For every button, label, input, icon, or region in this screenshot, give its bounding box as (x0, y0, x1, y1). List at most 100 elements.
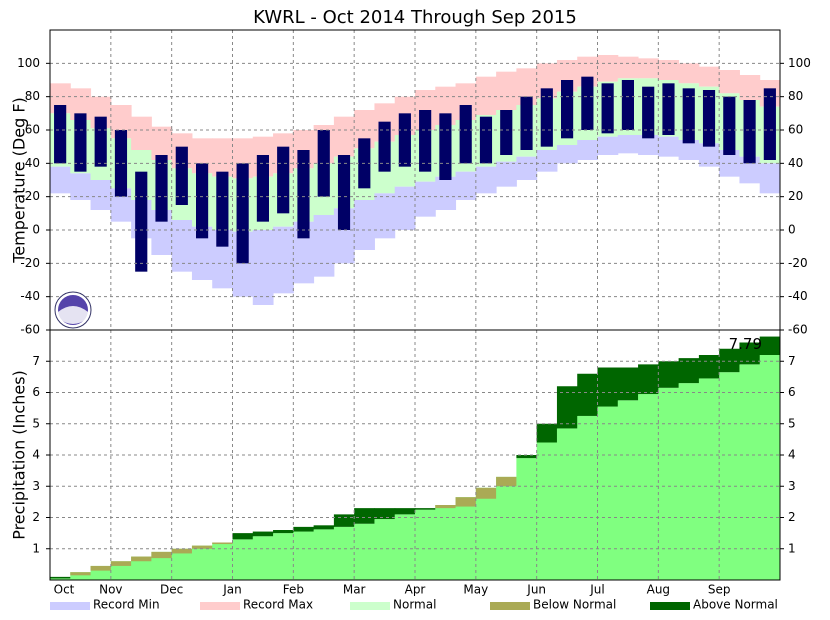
normal-area (151, 551, 173, 580)
record-min-band (739, 156, 761, 184)
normal-area (475, 487, 497, 580)
record-min-band (273, 226, 294, 294)
y-tick-label: 6 (32, 385, 40, 399)
legend-swatch (50, 602, 90, 610)
record-min-band (191, 226, 213, 280)
record-min-band (50, 166, 71, 194)
observed-range (114, 130, 128, 197)
observed-range (479, 116, 493, 164)
observed-range (155, 155, 168, 222)
normal-area (171, 548, 193, 580)
record-min-band (759, 163, 781, 194)
observed-range (337, 155, 351, 230)
normal-area (435, 505, 457, 580)
legend-swatch (200, 602, 240, 610)
record-max-band (739, 75, 761, 100)
normal-area (212, 542, 233, 580)
record-min-band (90, 180, 112, 210)
record-min-band (496, 161, 517, 187)
record-min-band (516, 156, 538, 180)
record-min-band (415, 181, 436, 217)
record-min-band (70, 173, 92, 200)
y-tick-label-right: 80 (788, 89, 803, 103)
observed-range (135, 171, 148, 272)
record-min-band (597, 136, 619, 155)
normal-area (70, 572, 92, 580)
y-tick-label-right: 4 (788, 448, 796, 462)
observed-range (378, 121, 391, 172)
y-tick-label-right: 5 (788, 416, 796, 430)
y-tick-label-right: 6 (788, 385, 796, 399)
above-normal (597, 367, 619, 407)
legend-swatch (490, 602, 530, 610)
observed-range (236, 163, 249, 264)
y-tick-label: 5 (32, 416, 40, 430)
x-tick-label: Feb (283, 583, 304, 597)
observed-range (256, 155, 269, 222)
above-normal (313, 525, 335, 530)
normal-area (50, 578, 71, 580)
record-min-band (455, 171, 477, 200)
chart-title: KWRL - Oct 2014 Through Sep 2015 (253, 7, 577, 28)
record-min-band (435, 176, 457, 210)
legend-label: Below Normal (533, 598, 616, 612)
normal-area (252, 536, 274, 580)
y-tick-label-right: -20 (788, 256, 808, 270)
above-normal (333, 514, 355, 527)
observed-range (94, 116, 107, 167)
below-normal (455, 497, 477, 507)
below-normal (435, 505, 457, 509)
y-tick-label: 3 (32, 479, 40, 493)
observed-range (682, 88, 695, 144)
x-tick-label: Jan (222, 583, 242, 597)
below-normal (131, 556, 152, 562)
legend-label: Record Min (93, 598, 160, 612)
x-tick-label: Sep (708, 583, 731, 597)
below-normal (496, 476, 517, 487)
legend-swatch (350, 602, 390, 610)
above-normal (252, 531, 274, 537)
above-normal (617, 367, 639, 401)
normal-area (131, 556, 152, 580)
above-normal (232, 533, 254, 540)
above-normal (678, 358, 700, 384)
y-tick-label-right: 0 (788, 223, 796, 237)
y-tick-label: 7 (32, 354, 40, 368)
x-tick-label: May (463, 583, 488, 597)
above-normal (658, 361, 680, 388)
normal-area (698, 378, 720, 580)
record-min-band (658, 136, 680, 157)
record-min-band (313, 215, 335, 277)
observed-range (601, 83, 614, 134)
record-max-band (516, 68, 538, 105)
y-axis-label: Temperature (Deg F) (10, 97, 29, 264)
normal-area (333, 526, 355, 580)
above-normal (536, 423, 558, 443)
above-normal (354, 508, 375, 524)
normal-area (293, 531, 315, 580)
y-tick-label-right: -60 (788, 323, 808, 337)
record-min-band (638, 135, 659, 155)
observed-range (419, 110, 432, 172)
above-normal (516, 455, 538, 459)
normal-area (232, 539, 254, 580)
normal-area (273, 533, 294, 580)
y-tick-label: -20 (20, 256, 40, 270)
y-tick-label: 20 (25, 189, 40, 203)
record-min-band (374, 193, 396, 239)
record-min-band (577, 140, 598, 160)
normal-area (415, 509, 436, 580)
observed-range (662, 83, 675, 135)
below-normal (90, 565, 112, 571)
y-tick-label: 0 (32, 223, 40, 237)
above-normal (577, 373, 598, 416)
y-tick-label: 4 (32, 448, 40, 462)
record-min-band (698, 143, 720, 167)
above-normal (273, 530, 294, 534)
value-label: 7.79 (729, 335, 762, 353)
y-tick-label-right: 1 (788, 541, 796, 555)
normal-area (597, 406, 619, 580)
below-normal (171, 548, 193, 554)
y-tick-label-right: 60 (788, 123, 803, 137)
above-normal (293, 526, 315, 532)
